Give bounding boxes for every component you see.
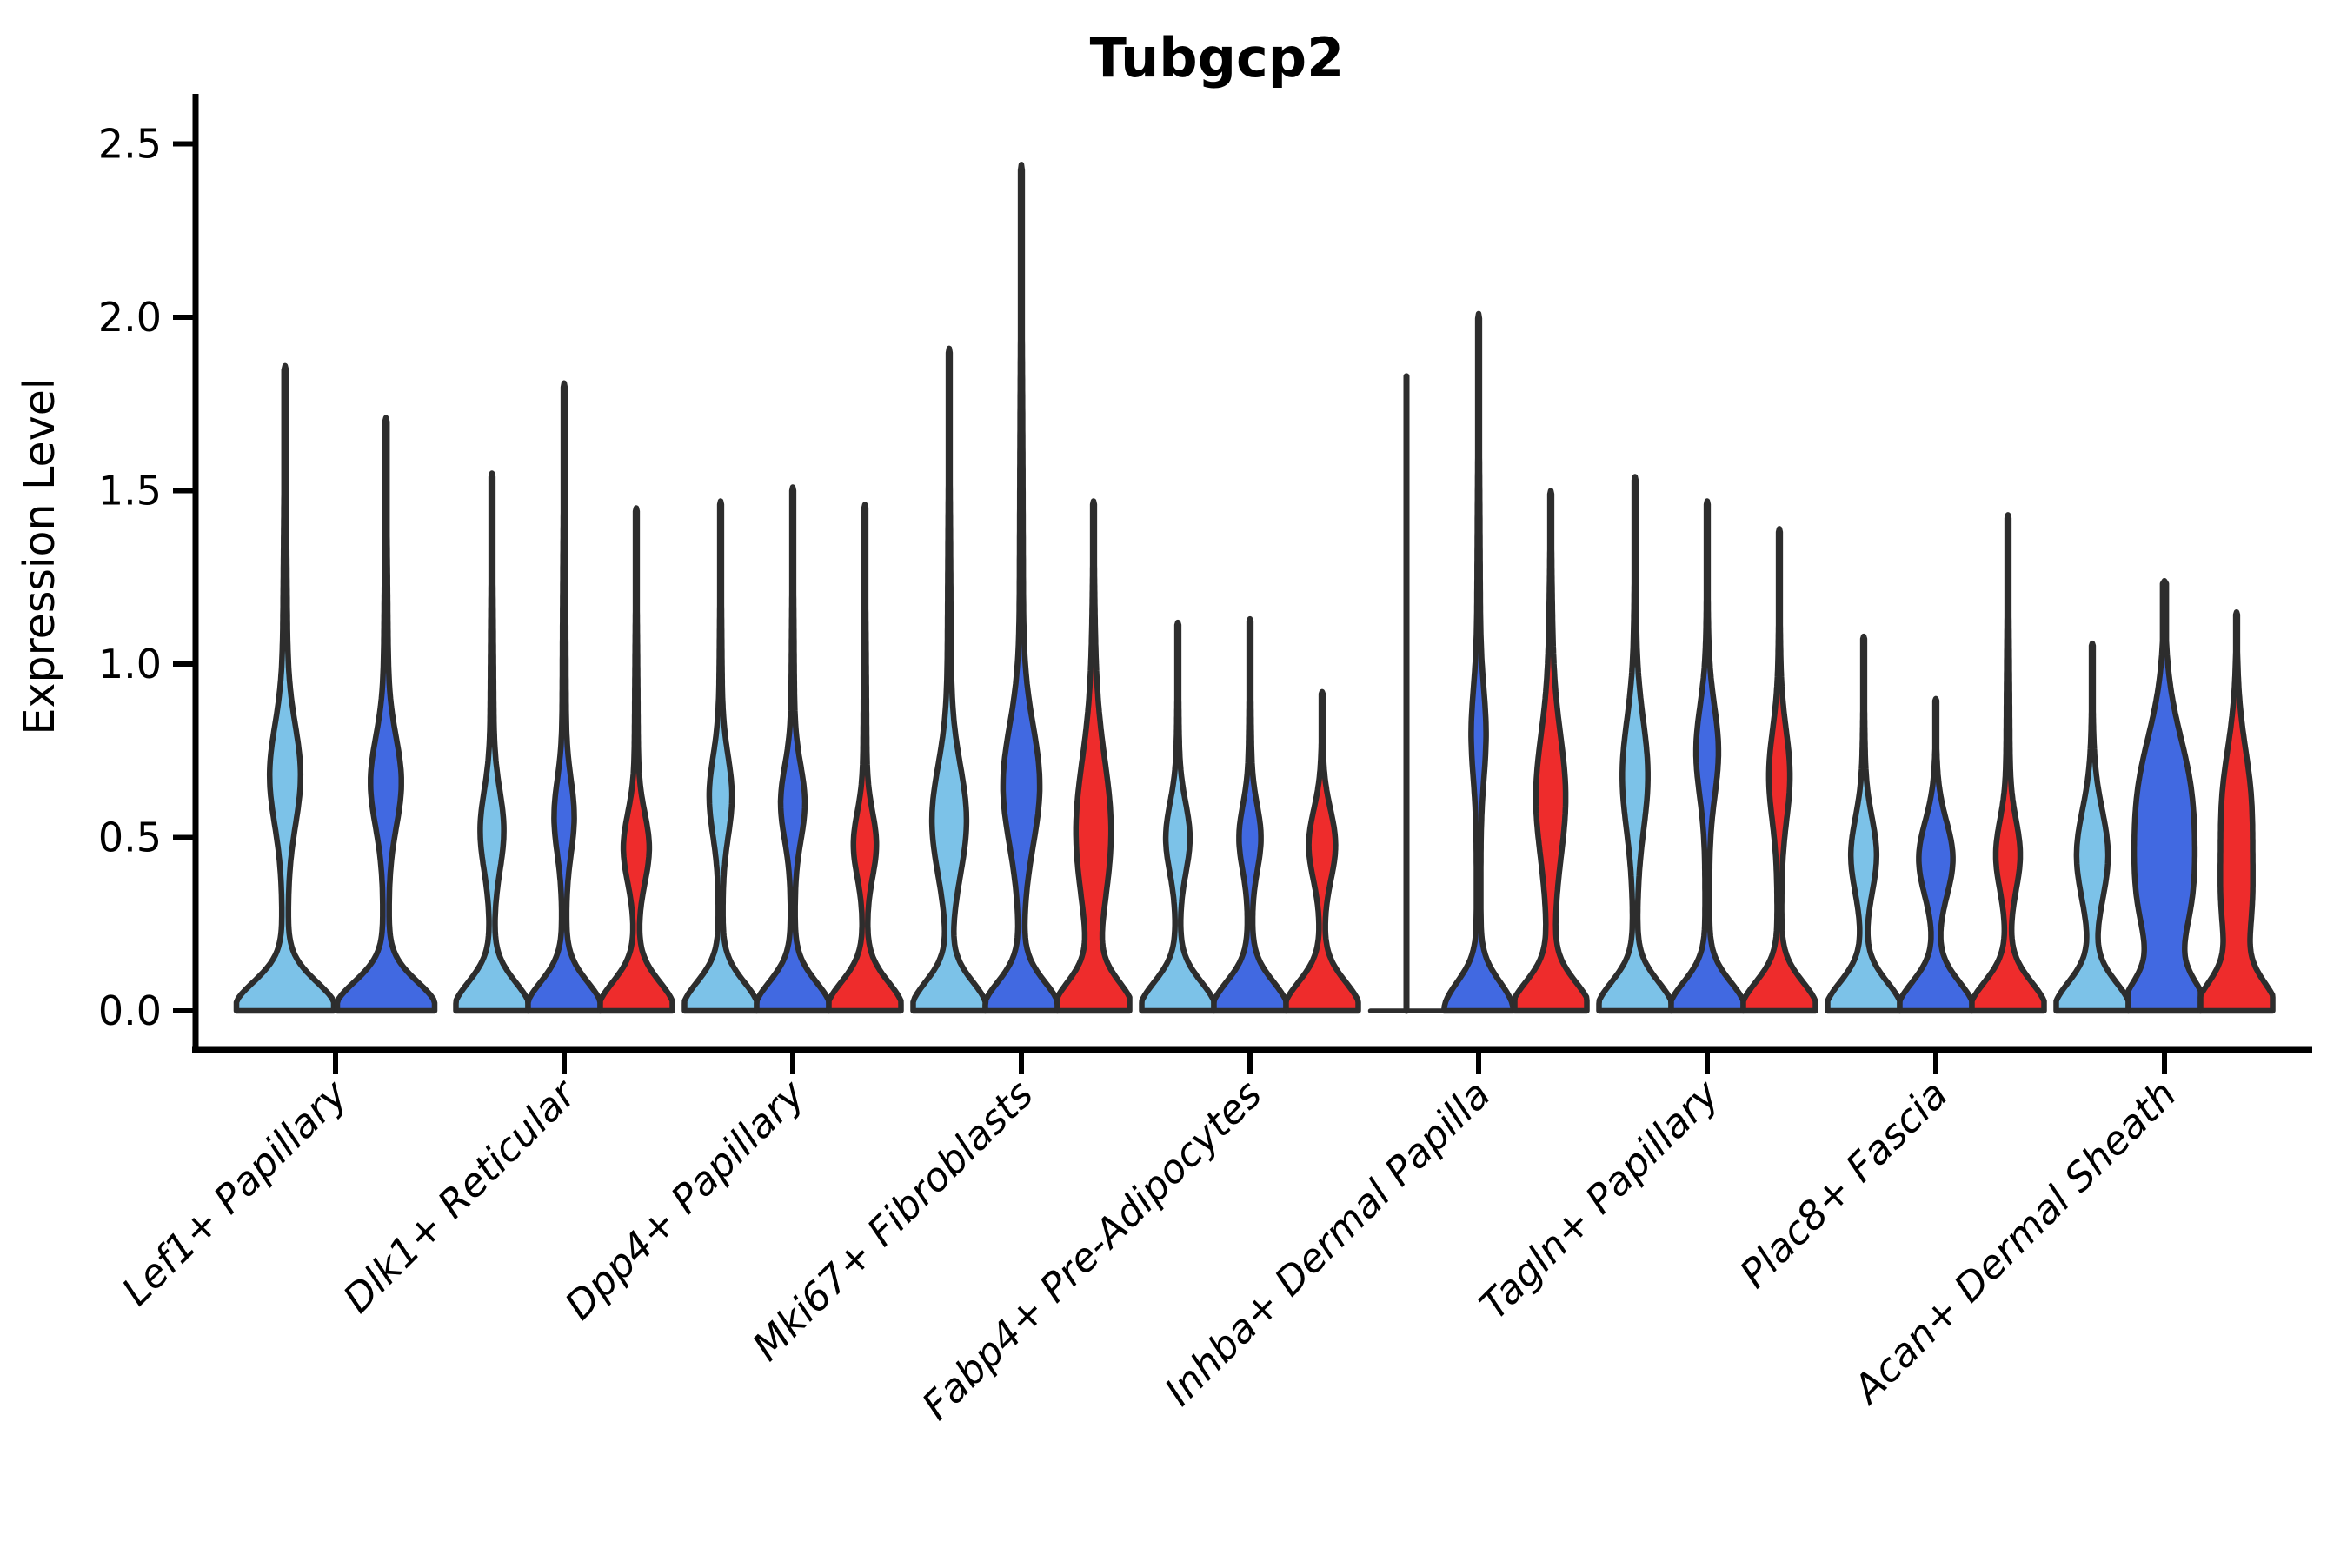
y-tick-label: 1.5 [98, 468, 162, 515]
violin-lightblue [1139, 619, 1217, 1014]
violin-red [597, 505, 675, 1014]
violin-red [1054, 498, 1133, 1014]
violin-darkblue [1211, 615, 1289, 1014]
violin-red [826, 502, 904, 1014]
y-tick-label: 2.0 [98, 294, 162, 341]
violin-red [1969, 512, 2047, 1014]
axes-layer: 0.0 0.5 1.0 1.5 2.0 2.5 Lef1+ PapillaryDlk1+ … [98, 94, 2312, 1429]
violin-red [1512, 488, 1590, 1014]
violin-lightblue [453, 470, 531, 1014]
x-tick-label: Tagln+ Papillary [1471, 1070, 1729, 1328]
violin-darkblue [2125, 577, 2204, 1014]
x-tick-label: Dlk1+ Reticular [334, 1070, 586, 1322]
violin-lightblue [233, 362, 337, 1014]
x-tick-label: Plac8+ Fascia [1731, 1071, 1957, 1297]
violin-lightblue [681, 498, 760, 1014]
violin-red [2197, 608, 2276, 1014]
violin-lightblue [1825, 633, 1903, 1014]
y-axis-ticks: 0.0 0.5 1.0 1.5 2.0 2.5 [98, 121, 196, 1034]
violin-darkblue [525, 380, 603, 1014]
plot-title: Tubgcp2 [1090, 26, 1345, 90]
violin-red [1740, 526, 1818, 1014]
violin-darkblue [754, 484, 832, 1014]
violin-darkblue [1897, 695, 1975, 1014]
violins-layer [233, 162, 2276, 1014]
violin-darkblue [1440, 310, 1517, 1014]
y-tick-label: 0.0 [98, 987, 162, 1034]
violin-lightblue [910, 345, 988, 1014]
violin-darkblue [1668, 498, 1746, 1014]
violin-lightblue [2053, 640, 2131, 1014]
violin-red [1283, 688, 1361, 1014]
violin-darkblue [982, 162, 1060, 1014]
x-tick-label: Dpp4+ Papillary [556, 1070, 814, 1328]
y-axis-label: Expression Level [15, 378, 64, 735]
violin-lightblue [1596, 474, 1674, 1014]
violin-darkblue [334, 415, 438, 1014]
y-tick-label: 2.5 [98, 121, 162, 168]
y-tick-label: 1.0 [98, 641, 162, 688]
y-tick-label: 0.5 [98, 814, 162, 861]
x-tick-label: Lef1+ Papillary [113, 1070, 357, 1314]
